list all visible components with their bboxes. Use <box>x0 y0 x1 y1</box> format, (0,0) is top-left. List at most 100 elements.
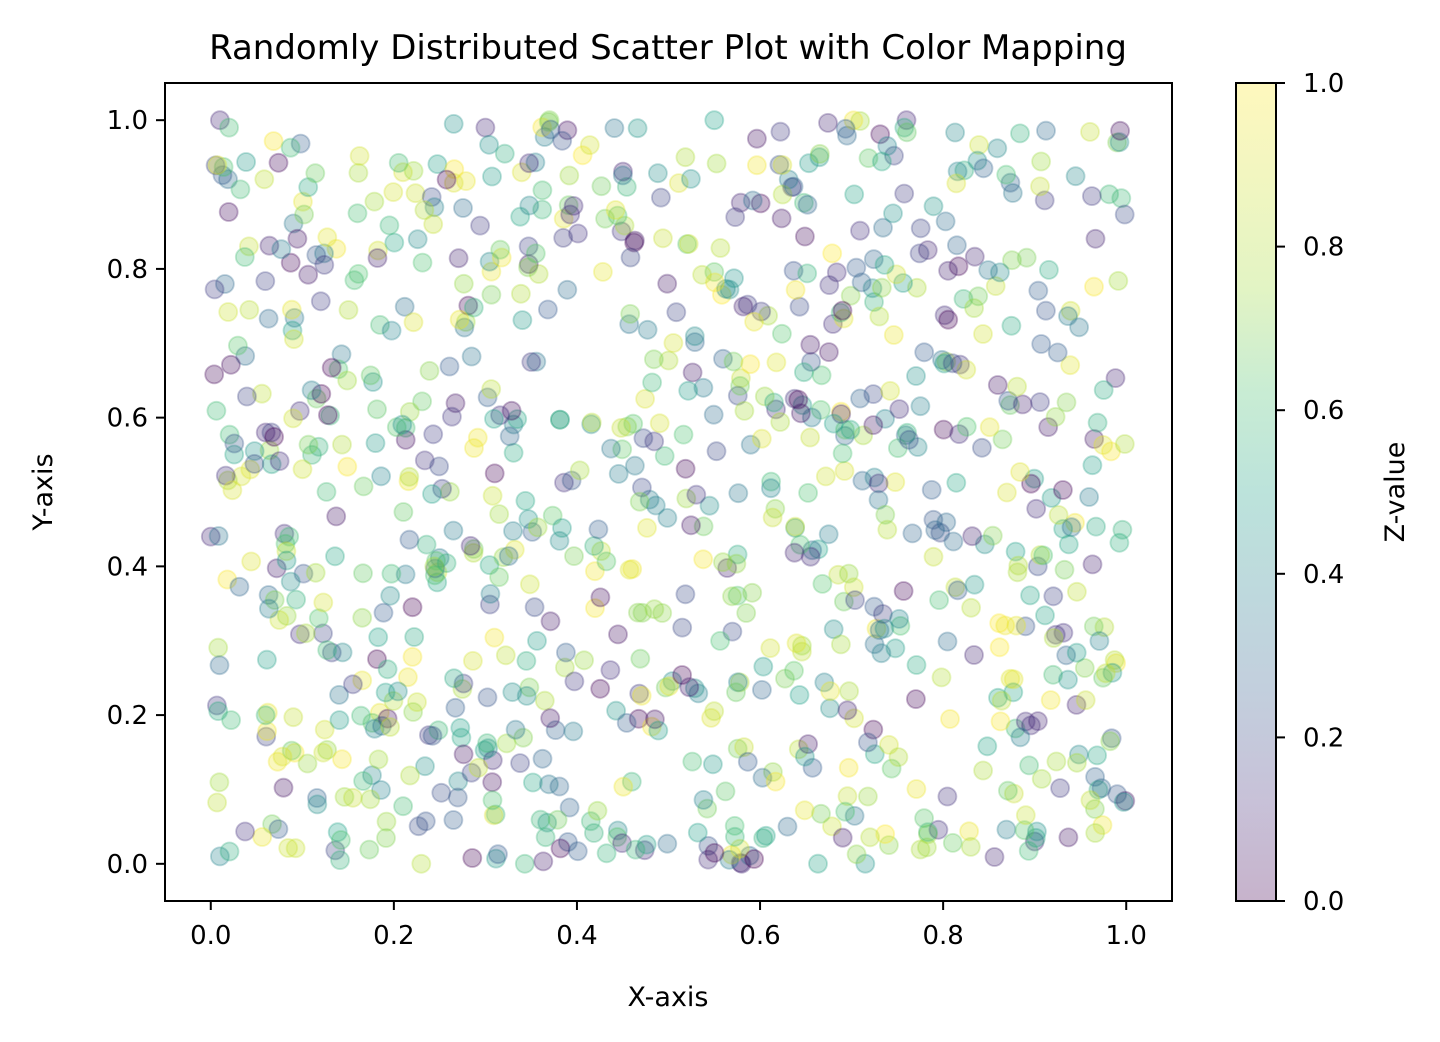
scatter-point <box>585 561 605 582</box>
scatter-point <box>362 713 383 733</box>
scatter-point <box>1053 480 1073 500</box>
scatter-point <box>206 695 227 716</box>
scatter-point <box>444 159 465 180</box>
scatter-point <box>403 160 424 181</box>
scatter-point <box>376 828 396 848</box>
scatter-point <box>765 771 786 792</box>
scatter-point <box>587 800 608 821</box>
scatter-point <box>889 609 909 629</box>
scatter-point <box>682 362 703 383</box>
scatter-point <box>654 446 675 466</box>
scatter-point <box>503 521 523 541</box>
scatter-point <box>723 351 744 372</box>
scatter-point <box>923 546 944 567</box>
scatter-point <box>633 428 654 449</box>
scatter-point <box>729 838 750 859</box>
scatter-point <box>973 324 993 344</box>
scatter-point <box>284 307 305 328</box>
scatter-point <box>947 580 968 601</box>
scatter-point <box>244 441 265 462</box>
scatter-point <box>733 296 754 317</box>
scatter-point <box>1020 585 1040 606</box>
scatter-point <box>1109 532 1130 553</box>
scatter-point <box>1080 790 1101 811</box>
scatter-point <box>392 414 413 435</box>
scatter-point <box>1093 380 1114 400</box>
scatter-point <box>1104 650 1125 670</box>
scatter-point <box>313 623 333 644</box>
scatter-point <box>645 709 665 730</box>
colorbar-tick-label: 0.2 <box>1303 723 1344 753</box>
scatter-point <box>906 655 927 675</box>
scatter-point <box>279 526 300 547</box>
scatter-point <box>1034 190 1055 211</box>
scatter-point <box>1010 123 1030 144</box>
scatter-point <box>765 498 786 519</box>
scatter-point <box>794 362 814 383</box>
scatter-point <box>496 733 517 754</box>
scatter-point <box>1030 392 1050 413</box>
y-tick-label: 0.6 <box>107 404 148 434</box>
scatter-point <box>283 707 304 728</box>
scatter-point <box>778 169 799 190</box>
scatter-point <box>524 597 545 618</box>
scatter-point <box>1024 468 1045 489</box>
scatter-point <box>370 314 390 335</box>
scatter-point <box>269 451 290 472</box>
scatter-point <box>275 533 296 554</box>
scatter-point <box>688 683 709 704</box>
scatter-point <box>625 455 645 476</box>
scatter-point <box>481 379 502 400</box>
scatter-point <box>1060 300 1081 321</box>
scatter-point <box>727 544 748 565</box>
scatter-point <box>839 681 859 702</box>
scatter-point <box>327 822 348 843</box>
plot-area-frame <box>164 82 1173 902</box>
scatter-point <box>917 240 938 261</box>
scatter-point <box>761 471 781 492</box>
scatter-point <box>240 459 261 480</box>
scatter-point <box>555 657 575 678</box>
scatter-point <box>221 710 242 730</box>
scatter-point <box>1028 711 1048 731</box>
scatter-point <box>844 806 865 826</box>
scatter-point <box>1101 728 1122 749</box>
scatter-point <box>879 835 899 855</box>
scatter-point <box>337 370 358 391</box>
colorbar-axis: 0.0 0.2 0.4 0.6 0.8 1.0 <box>1276 69 1344 917</box>
scatter-point <box>503 414 524 435</box>
scatter-point <box>977 736 998 757</box>
scatter-point <box>991 690 1012 711</box>
scatter-point <box>987 375 1008 395</box>
scatter-point <box>399 401 420 422</box>
scatter-point <box>344 270 365 291</box>
scatter-point <box>880 380 901 401</box>
scatter-point <box>552 518 572 538</box>
scatter-point <box>645 495 666 516</box>
scatter-point <box>632 477 652 498</box>
scatter-point <box>393 162 413 183</box>
scatter-point <box>484 463 505 484</box>
scatter-point <box>752 767 773 788</box>
scatter-point <box>846 257 867 278</box>
scatter-point <box>305 562 326 583</box>
scatter-point <box>455 312 476 332</box>
scatter-point <box>698 836 719 856</box>
scatter-point <box>1015 616 1036 637</box>
scatter-point <box>608 463 629 484</box>
scatter-point <box>371 780 391 800</box>
scatter-point <box>485 804 506 825</box>
scatter-point <box>334 787 355 807</box>
scatter-point <box>894 183 915 204</box>
scatter-point <box>475 117 496 138</box>
scatter-point <box>360 365 381 386</box>
scatter-point <box>761 478 781 499</box>
scatter-point <box>337 456 358 477</box>
scatter-point <box>985 276 1006 297</box>
scatter-point <box>1101 441 1121 462</box>
scatter-point <box>467 427 488 448</box>
scatter-point <box>855 853 876 874</box>
scatter-point <box>1031 334 1052 354</box>
scatter-point <box>398 471 419 492</box>
scatter-point <box>964 574 985 595</box>
